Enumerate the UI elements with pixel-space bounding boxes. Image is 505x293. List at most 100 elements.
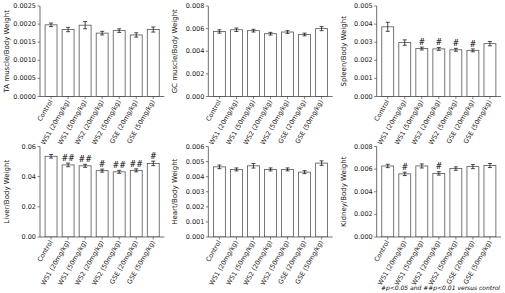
bar xyxy=(230,30,242,97)
x-tick xyxy=(68,237,69,240)
bar xyxy=(416,166,428,237)
y-tick-label: 0.004 xyxy=(186,173,205,181)
y-axis-label: Spleen/Body Weight xyxy=(340,16,348,87)
y-axis xyxy=(376,6,377,97)
y-tick-label: 0.006 xyxy=(186,143,205,151)
x-tick xyxy=(472,237,473,240)
marks xyxy=(213,161,327,237)
error-bar xyxy=(134,169,138,172)
bar xyxy=(299,172,311,237)
bar xyxy=(282,32,294,96)
y-tick xyxy=(38,6,41,7)
x-tick xyxy=(236,237,237,240)
significance-marker: # xyxy=(470,40,477,49)
x-tick-label: GSE (50mg/kg) xyxy=(125,239,157,286)
error-bar xyxy=(386,164,390,167)
error-bar xyxy=(234,28,238,31)
y-tick xyxy=(374,78,377,79)
panel: 0.0000.0010.0020.0030.0040.005Spleen/Bod… xyxy=(340,2,501,146)
bar xyxy=(79,25,91,96)
y-axis-label: Liver/Body Weight xyxy=(3,160,11,224)
error-bar xyxy=(471,165,475,169)
significance-marker: # xyxy=(435,38,442,47)
error-bar xyxy=(83,164,87,167)
y-tick xyxy=(206,6,209,7)
error-bar xyxy=(303,171,307,174)
bar xyxy=(382,166,394,237)
x-tick-label: GSE (50mg/kg) xyxy=(294,239,326,286)
x-tick-label: GSE (50mg/kg) xyxy=(462,98,494,145)
y-tick-label: 0.005 xyxy=(354,2,373,10)
figure: 0.00000.00050.00100.00150.00200.0025TA m… xyxy=(0,0,505,293)
x-tick xyxy=(404,97,405,100)
error-bar xyxy=(403,40,407,45)
error-bar xyxy=(420,47,424,50)
bar xyxy=(450,169,462,237)
y-tick-label: 0.000 xyxy=(186,93,205,101)
y-tick-label: 0.0015 xyxy=(13,38,36,46)
y-tick-label: 0.06 xyxy=(22,143,36,151)
error-bar xyxy=(420,164,424,168)
bar xyxy=(230,169,242,237)
bar xyxy=(316,163,328,237)
bar xyxy=(399,174,411,237)
y-tick-label: 0.0000 xyxy=(13,93,36,101)
error-bar xyxy=(269,32,273,35)
y-tick xyxy=(206,73,209,74)
x-tick xyxy=(136,97,137,100)
significance-marker: ## xyxy=(78,155,92,164)
bar xyxy=(433,173,445,237)
x-tick xyxy=(219,97,220,100)
marks xyxy=(45,22,159,97)
bar xyxy=(113,172,125,237)
significance-marker: # xyxy=(435,162,442,171)
x-tick xyxy=(51,97,52,100)
y-tick-label: 0.0020 xyxy=(13,20,36,28)
x-tick-label: GSE (50mg/kg) xyxy=(125,99,157,146)
x-tick-label: GSE (50mg/kg) xyxy=(294,99,326,146)
bar xyxy=(282,169,294,237)
bar xyxy=(399,43,411,97)
y-tick xyxy=(206,221,209,222)
y-tick-label: 0.003 xyxy=(186,188,205,196)
bar xyxy=(45,156,57,237)
x-tick-label: GSE (50mg/kg) xyxy=(462,239,494,286)
y-tick xyxy=(374,96,377,97)
y-tick-label: 0.001 xyxy=(186,218,205,226)
bar xyxy=(213,31,225,96)
y-tick xyxy=(374,60,377,61)
y-tick-label: 0.000 xyxy=(354,93,373,101)
error-bar xyxy=(269,168,273,171)
y-tick xyxy=(38,78,41,79)
y-tick xyxy=(38,60,41,61)
panel: 0.0000.0010.0020.0030.0040.0050.006Heart… xyxy=(171,143,332,287)
bar xyxy=(433,49,445,97)
error-bar xyxy=(83,22,87,29)
y-tick-label: 0.004 xyxy=(186,47,205,55)
x-tick xyxy=(287,97,288,100)
error-bar xyxy=(217,30,221,33)
x-tick xyxy=(387,97,388,100)
y-tick-label: 0.00 xyxy=(22,233,36,241)
y-axis-label: GC muscle/Body Weight xyxy=(171,9,179,93)
marks xyxy=(45,154,159,237)
bar xyxy=(416,49,428,97)
x-tick xyxy=(153,97,154,100)
error-bar xyxy=(286,168,290,171)
y-tick xyxy=(374,214,377,215)
y-tick-label: 0.002 xyxy=(186,70,205,78)
bar xyxy=(299,35,311,97)
x-tick xyxy=(85,237,86,240)
y-tick-label: 0.006 xyxy=(186,25,205,33)
bar xyxy=(96,33,108,96)
footnote: #p<0.05 and ##p<0.01 versus control xyxy=(381,284,500,292)
y-tick xyxy=(374,169,377,170)
marks xyxy=(213,27,327,97)
x-tick xyxy=(472,97,473,100)
x-tick xyxy=(68,97,69,100)
y-axis-label: Heart/Body Weight xyxy=(171,158,179,224)
panel: 0.0000.0020.0040.0060.008GC muscle/Body … xyxy=(171,2,332,146)
y-tick xyxy=(206,176,209,177)
bar xyxy=(130,35,142,97)
y-tick xyxy=(206,191,209,192)
